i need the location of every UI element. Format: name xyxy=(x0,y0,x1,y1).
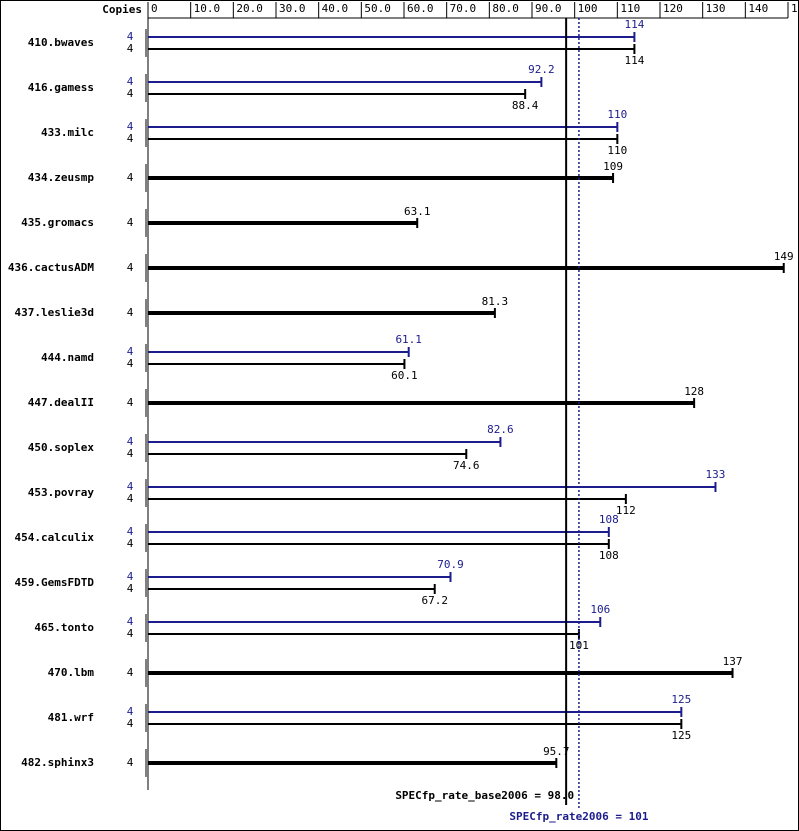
benchmark-label: 465.tonto xyxy=(34,621,94,634)
value-label: 137 xyxy=(723,655,743,668)
benchmark-label: 447.dealII xyxy=(28,396,94,409)
value-label: 125 xyxy=(671,729,691,742)
benchmark-label: 459.GemsFDTD xyxy=(15,576,95,589)
value-label: 114 xyxy=(624,18,644,31)
reference-label: SPECfp_rate_base2006 = 98.0 xyxy=(395,789,574,802)
copies-value: 4 xyxy=(127,615,134,628)
benchmark-label: 454.calculix xyxy=(15,531,95,544)
value-label: 125 xyxy=(671,693,691,706)
x-tick-label: 10.0 xyxy=(194,2,221,15)
benchmark-label: 416.gamess xyxy=(28,81,94,94)
copies-value: 4 xyxy=(127,705,134,718)
value-label: 61.1 xyxy=(395,333,422,346)
benchmark-label: 482.sphinx3 xyxy=(21,756,94,769)
benchmark-label: 437.leslie3d xyxy=(15,306,94,319)
benchmark-label: 470.lbm xyxy=(48,666,95,679)
value-label: 114 xyxy=(624,54,644,67)
copies-value: 4 xyxy=(127,306,134,319)
value-label: 63.1 xyxy=(404,205,431,218)
copies-value: 4 xyxy=(127,582,134,595)
value-label: 95.7 xyxy=(543,745,570,758)
x-tick-label: 30.0 xyxy=(279,2,306,15)
value-label: 60.1 xyxy=(391,369,418,382)
x-tick-label: 60.0 xyxy=(407,2,434,15)
x-tick-label: 40.0 xyxy=(322,2,349,15)
benchmark-label: 435.gromacs xyxy=(21,216,94,229)
value-label: 149 xyxy=(774,250,794,263)
x-tick-label: 150 xyxy=(791,2,799,15)
copies-value: 4 xyxy=(127,396,134,409)
copies-value: 4 xyxy=(127,30,134,43)
benchmark-label: 433.milc xyxy=(41,126,94,139)
value-label: 109 xyxy=(603,160,623,173)
copies-value: 4 xyxy=(127,345,134,358)
copies-header: Copies xyxy=(102,3,142,16)
x-tick-label: 110 xyxy=(620,2,640,15)
value-label: 110 xyxy=(607,144,627,157)
reference-label: SPECfp_rate2006 = 101 xyxy=(509,810,648,823)
x-tick-label: 90.0 xyxy=(535,2,562,15)
x-tick-label: 20.0 xyxy=(236,2,262,15)
value-label: 70.9 xyxy=(437,558,464,571)
copies-value: 4 xyxy=(127,171,134,184)
value-label: 67.2 xyxy=(421,594,448,607)
copies-value: 4 xyxy=(127,447,134,460)
copies-value: 4 xyxy=(127,666,134,679)
value-label: 82.6 xyxy=(487,423,514,436)
copies-value: 4 xyxy=(127,627,134,640)
benchmark-label: 481.wrf xyxy=(48,711,94,724)
value-label: 112 xyxy=(616,504,636,517)
value-label: 106 xyxy=(590,603,610,616)
benchmark-label: 444.namd xyxy=(41,351,94,364)
benchmark-label: 436.cactusADM xyxy=(8,261,94,274)
copies-value: 4 xyxy=(127,120,134,133)
value-label: 101 xyxy=(569,639,589,652)
value-label: 74.6 xyxy=(453,459,480,472)
x-tick-label: 70.0 xyxy=(450,2,477,15)
copies-value: 4 xyxy=(127,87,134,100)
x-tick-label: 50.0 xyxy=(364,2,391,15)
copies-value: 4 xyxy=(127,42,134,55)
value-label: 110 xyxy=(607,108,627,121)
x-tick-label: 80.0 xyxy=(492,2,519,15)
copies-value: 4 xyxy=(127,756,134,769)
x-tick-label: 100 xyxy=(578,2,598,15)
value-label: 133 xyxy=(706,468,726,481)
copies-value: 4 xyxy=(127,132,134,145)
x-tick-label: 120 xyxy=(663,2,683,15)
benchmark-label: 434.zeusmp xyxy=(28,171,95,184)
copies-value: 4 xyxy=(127,261,134,274)
benchmark-label: 450.soplex xyxy=(28,441,95,454)
copies-value: 4 xyxy=(127,570,134,583)
copies-value: 4 xyxy=(127,525,134,538)
copies-value: 4 xyxy=(127,75,134,88)
benchmark-label: 453.povray xyxy=(28,486,95,499)
x-tick-label: 0 xyxy=(151,2,158,15)
copies-value: 4 xyxy=(127,357,134,370)
value-label: 81.3 xyxy=(482,295,509,308)
copies-value: 4 xyxy=(127,480,134,493)
copies-value: 4 xyxy=(127,537,134,550)
value-label: 88.4 xyxy=(512,99,539,112)
value-label: 92.2 xyxy=(528,63,555,76)
x-tick-label: 130 xyxy=(706,2,726,15)
value-label: 108 xyxy=(599,513,619,526)
x-tick-label: 140 xyxy=(748,2,768,15)
copies-value: 4 xyxy=(127,216,134,229)
benchmark-label: 410.bwaves xyxy=(28,36,94,49)
value-label: 108 xyxy=(599,549,619,562)
value-label: 128 xyxy=(684,385,704,398)
copies-value: 4 xyxy=(127,717,134,730)
copies-value: 4 xyxy=(127,492,134,505)
copies-value: 4 xyxy=(127,435,134,448)
